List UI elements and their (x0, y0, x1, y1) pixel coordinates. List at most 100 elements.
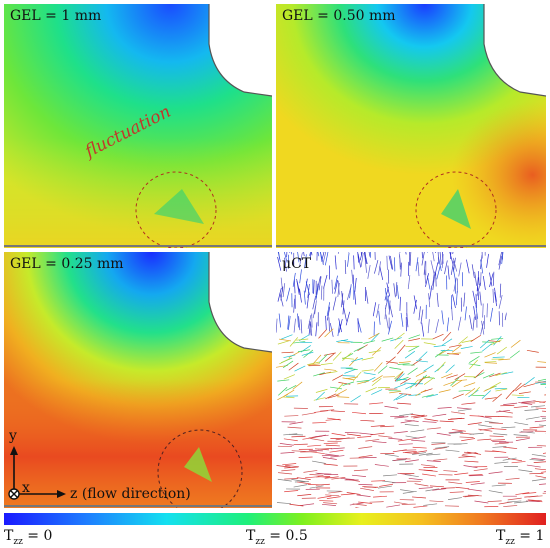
fiber-stroke (324, 368, 337, 371)
fiber-stroke (426, 394, 438, 398)
fiber-stroke (429, 285, 433, 300)
fiber-stroke (340, 493, 355, 496)
fiber-stroke (342, 377, 355, 381)
fiber-stroke (397, 438, 412, 442)
fiber-stroke (434, 349, 445, 358)
fiber-stroke (406, 313, 409, 328)
fiber-stroke (344, 369, 356, 374)
fiber-stroke (277, 340, 290, 345)
fiber-stroke (461, 455, 476, 458)
fiber-stroke (383, 474, 398, 477)
fiber-stroke (399, 393, 412, 395)
fiber-stroke (469, 315, 473, 329)
fiber-stroke (404, 452, 419, 455)
colorbar (4, 513, 546, 525)
fiber-stroke (496, 346, 508, 355)
fiber-stroke (448, 352, 461, 355)
fiber-stroke (490, 381, 501, 389)
fiber-stroke (334, 382, 344, 393)
fiber-stroke (524, 409, 539, 411)
fiber-stroke (479, 291, 482, 306)
fiber-stroke (418, 376, 431, 381)
fiber-stroke (531, 457, 546, 461)
fiber-stroke (323, 442, 338, 444)
fiber-stroke (490, 307, 493, 322)
fiber-stroke (438, 348, 450, 356)
fiber-stroke (378, 310, 381, 325)
fiber-stroke (379, 483, 394, 487)
fiber-stroke (452, 294, 456, 309)
fiber-stroke (411, 439, 426, 442)
fiber-stroke (458, 456, 473, 458)
fiber-stroke (501, 426, 516, 429)
fiber-stroke (329, 449, 344, 453)
fiber-stroke (421, 252, 423, 259)
fiber-stroke (338, 319, 343, 333)
fiber-stroke (474, 500, 489, 504)
fiber-stroke (308, 449, 323, 452)
fiber-stroke (447, 265, 450, 280)
fiber-stroke (488, 490, 503, 494)
coordinate-axes (8, 446, 66, 500)
fiber-stroke (368, 350, 381, 354)
fiber-stroke (281, 351, 294, 354)
fiber-stroke (496, 409, 511, 413)
fiber-stroke (540, 416, 546, 418)
fiber-stroke (373, 362, 383, 372)
fiber-stroke (469, 432, 484, 435)
fiber-stroke (310, 438, 325, 442)
fiber-stroke (326, 496, 341, 499)
fiber-stroke (326, 302, 331, 317)
fiber-stroke (389, 367, 402, 370)
fiber-stroke (317, 495, 332, 499)
fiber-stroke (474, 369, 484, 379)
fiber-stroke (288, 316, 291, 331)
fiber-stroke (443, 470, 458, 472)
fiber-stroke (441, 338, 453, 346)
fiber-stroke (323, 502, 338, 505)
fiber-stroke (384, 305, 387, 320)
fiber-stroke (483, 386, 495, 392)
fiber-stroke (451, 429, 466, 432)
fiber-stroke (337, 396, 350, 398)
fiber-stroke (297, 494, 312, 497)
fiber-stroke (472, 290, 476, 305)
fiber-stroke (451, 380, 463, 388)
fiber-stroke (325, 315, 327, 330)
fiber-stroke (363, 372, 376, 376)
fiber-stroke (501, 371, 514, 375)
fiber-stroke (422, 421, 437, 423)
fiber-stroke (323, 352, 336, 356)
fiber-stroke (522, 492, 537, 495)
fiber-stroke (445, 449, 460, 452)
fiber-stroke (408, 334, 421, 340)
fiber-stroke (448, 430, 463, 434)
fiber-stroke (491, 484, 506, 487)
fiber-stroke (282, 396, 295, 399)
fiber-stroke (279, 443, 294, 446)
fiber-stroke (385, 361, 398, 364)
fiber-stroke (307, 444, 322, 447)
fiber-stroke (433, 344, 446, 348)
fiber-stroke (422, 473, 437, 477)
fiber-stroke (338, 318, 342, 333)
fiber-stroke (533, 461, 546, 463)
fiber-stroke (447, 497, 462, 500)
fiber-stroke (505, 477, 520, 480)
fiber-stroke (289, 433, 304, 436)
fiber-stroke (386, 356, 396, 365)
fiber-stroke (314, 300, 317, 315)
fiber-stroke (325, 371, 338, 374)
fiber-stroke (510, 350, 520, 359)
fiber-stroke (437, 361, 446, 372)
fiber-stroke (492, 450, 507, 453)
panel-gel-1mm: GEL = 1 mm fluctuation (4, 4, 272, 248)
y-axis-label: y (9, 428, 17, 444)
fiber-stroke (296, 280, 300, 295)
fiber-stroke (334, 279, 339, 294)
fiber-stroke (369, 501, 384, 503)
fiber-stroke (467, 488, 482, 492)
fiber-stroke (384, 405, 399, 409)
fiber-stroke (340, 477, 355, 480)
fiber-stroke (531, 478, 546, 482)
